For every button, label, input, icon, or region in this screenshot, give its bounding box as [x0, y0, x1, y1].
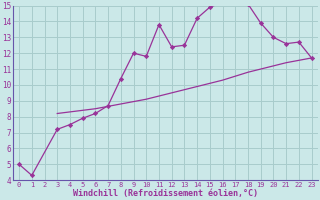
X-axis label: Windchill (Refroidissement éolien,°C): Windchill (Refroidissement éolien,°C) [73, 189, 258, 198]
